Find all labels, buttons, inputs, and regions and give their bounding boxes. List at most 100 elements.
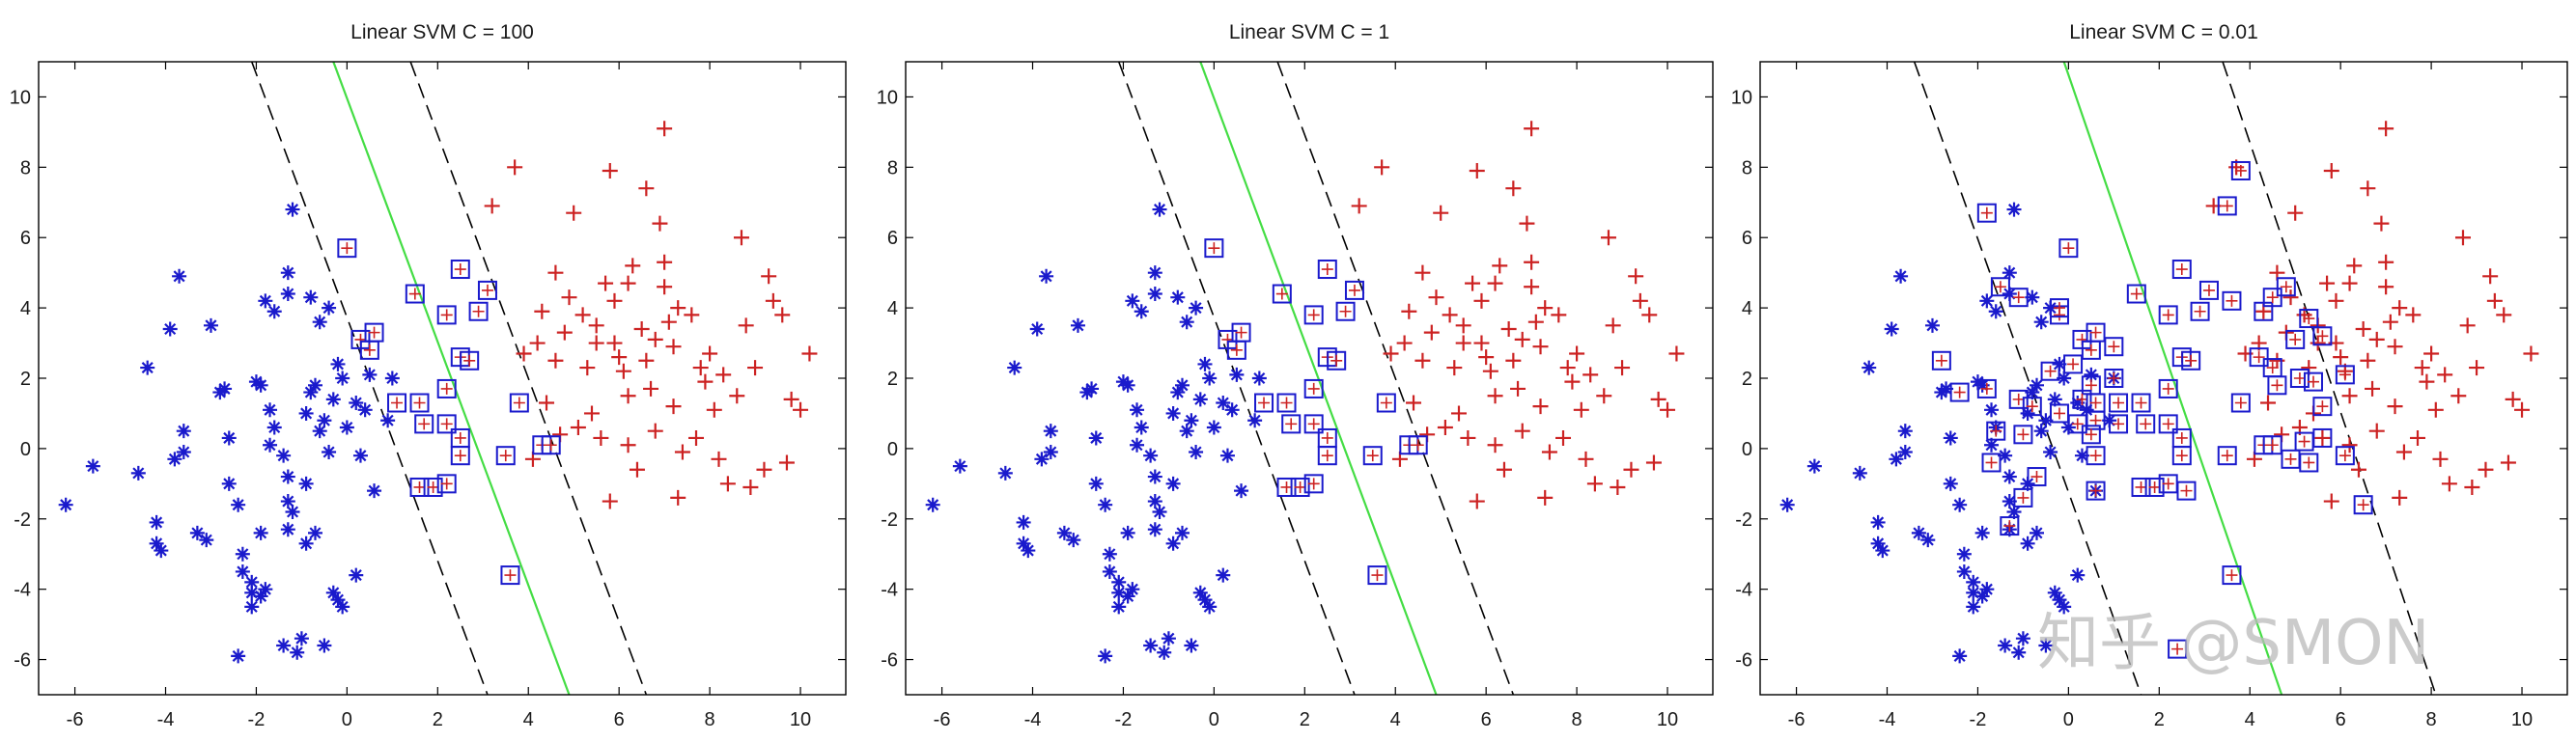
red-plus-point bbox=[1469, 162, 1485, 179]
blue-star-point bbox=[1179, 424, 1194, 439]
red-plus-point bbox=[657, 279, 673, 295]
blue-star-point bbox=[1216, 396, 1231, 411]
blue-star-point bbox=[221, 430, 237, 446]
support-vector-cross bbox=[2221, 450, 2233, 462]
support-vector-marker bbox=[436, 378, 457, 398]
support-vector-marker bbox=[2217, 196, 2237, 216]
red-plus-point bbox=[2260, 395, 2277, 411]
red-plus-point bbox=[547, 352, 564, 369]
blue-star-point bbox=[1161, 631, 1176, 646]
blue-star-point bbox=[1157, 645, 1172, 660]
support-vector-marker bbox=[2027, 467, 2047, 487]
support-vector-cross bbox=[1980, 382, 1993, 395]
support-vector-cross bbox=[413, 397, 426, 409]
red-plus-point bbox=[1374, 159, 1390, 176]
support-vector-marker bbox=[2168, 639, 2188, 659]
x-tick-label: 10 bbox=[790, 709, 811, 730]
support-vector-marker bbox=[2104, 369, 2124, 388]
red-plus-point bbox=[2282, 289, 2299, 306]
support-vector-marker bbox=[436, 474, 457, 494]
red-plus-point bbox=[484, 198, 500, 214]
support-vector-cross bbox=[2012, 393, 2025, 405]
x-tick-label: 0 bbox=[2063, 709, 2074, 730]
blue-star-point bbox=[276, 638, 292, 653]
support-vector-cross bbox=[2135, 397, 2147, 409]
support-vector-cross bbox=[2085, 344, 2097, 356]
blue-star-point bbox=[1984, 402, 2000, 418]
blue-star-point bbox=[1920, 533, 1936, 548]
support-vector-marker bbox=[2081, 340, 2101, 360]
y-tick-label: -6 bbox=[14, 650, 31, 672]
support-vector-marker bbox=[500, 565, 520, 586]
red-plus-point bbox=[611, 349, 628, 366]
blue-star-point bbox=[330, 592, 346, 608]
blue-star-point bbox=[1174, 377, 1190, 393]
blue-star-point bbox=[1088, 430, 1104, 446]
red-plus-point bbox=[1668, 345, 1685, 362]
x-tick-label: -4 bbox=[1024, 709, 1042, 730]
red-plus-point bbox=[1660, 401, 1676, 418]
x-tick-label: 8 bbox=[1572, 709, 1582, 730]
support-vector-marker bbox=[1281, 414, 1302, 434]
support-vector-cross bbox=[2062, 242, 2075, 255]
blue-star-point bbox=[1043, 424, 1058, 439]
blue-star-point bbox=[322, 445, 337, 460]
blue-star-point bbox=[2070, 396, 2086, 411]
support-vector-marker bbox=[1976, 378, 1997, 398]
blue-star-point bbox=[266, 420, 282, 435]
blue-star-point bbox=[244, 585, 260, 600]
red-plus-point bbox=[1645, 454, 1662, 471]
red-plus-point bbox=[1564, 373, 1581, 390]
blue-star-point bbox=[199, 533, 214, 548]
blue-star-point bbox=[189, 525, 205, 540]
blue-star-point bbox=[1219, 448, 1235, 463]
blue-star-point bbox=[1247, 413, 1263, 428]
support-vector-marker bbox=[1990, 277, 2010, 297]
blue-star-point bbox=[280, 265, 295, 281]
blue-star-point bbox=[1979, 582, 1995, 597]
y-tick-label: 2 bbox=[1742, 369, 1752, 390]
red-plus-point bbox=[756, 461, 772, 478]
support-vector-marker bbox=[477, 280, 497, 300]
blue-star-point bbox=[1070, 317, 1085, 333]
support-vector-cross bbox=[1307, 418, 1320, 430]
support-vector-cross bbox=[2089, 397, 2102, 409]
blue-star-point bbox=[285, 202, 300, 217]
red-plus-point bbox=[633, 320, 650, 337]
blue-star-point bbox=[925, 497, 940, 512]
blue-star-point bbox=[290, 645, 305, 660]
red-plus-point bbox=[2486, 292, 2503, 309]
support-vector-cross bbox=[454, 263, 466, 276]
support-vector-marker bbox=[2144, 477, 2165, 497]
blue-star-point bbox=[217, 381, 233, 397]
red-plus-point bbox=[1455, 317, 1471, 334]
red-plus-point bbox=[1541, 444, 1557, 460]
red-plus-point bbox=[2346, 258, 2363, 274]
y-tick-label: 2 bbox=[887, 369, 898, 390]
blue-star-point bbox=[1102, 546, 1117, 562]
support-vector-marker bbox=[509, 393, 529, 413]
red-plus-point bbox=[1555, 429, 1572, 446]
support-vector-cross bbox=[2089, 484, 2102, 497]
blue-star-point bbox=[1956, 546, 1972, 562]
blue-star-point bbox=[235, 563, 250, 579]
support-vector-marker bbox=[2058, 238, 2079, 259]
red-plus-point bbox=[1582, 367, 1599, 383]
red-plus-point bbox=[2287, 205, 2304, 221]
red-plus-point bbox=[2523, 345, 2539, 362]
support-vector-marker bbox=[2198, 280, 2219, 300]
red-plus-point bbox=[697, 373, 714, 390]
blue-star-point bbox=[339, 420, 354, 435]
blue-star-point bbox=[1852, 465, 1867, 481]
blue-star-point bbox=[362, 367, 378, 382]
red-plus-point bbox=[620, 388, 636, 404]
plot-area bbox=[58, 62, 818, 695]
x-tick-label: 6 bbox=[1481, 709, 1492, 730]
support-vector-marker bbox=[2109, 393, 2129, 413]
support-vector-cross bbox=[2089, 326, 2102, 339]
support-vector-cross bbox=[1230, 344, 1243, 356]
support-vector-marker bbox=[2181, 350, 2201, 371]
blue-star-point bbox=[1984, 437, 2000, 453]
chart-panel-2: Linear SVM C = 1 -6 -4 -2 0 2 4 6 8 10 -6 -4 -2 0 2 4 6 8… bbox=[877, 21, 1714, 730]
